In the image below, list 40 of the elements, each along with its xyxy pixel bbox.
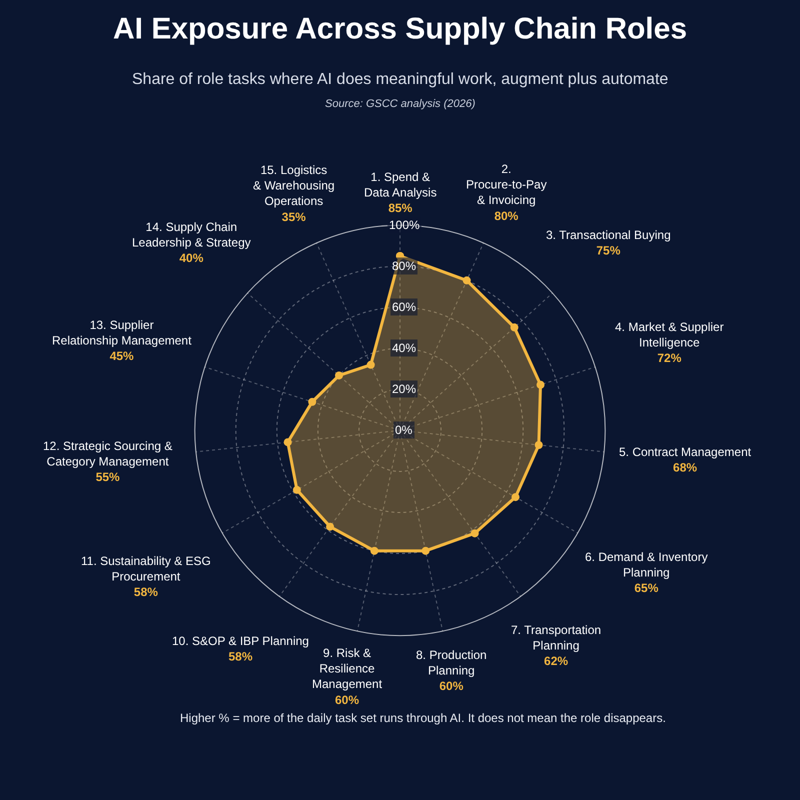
spoke-label: 7. Transportation Planning bbox=[511, 623, 602, 653]
spoke-label: 15. Logistics & Warehousing Operations bbox=[253, 163, 335, 208]
text: 60% bbox=[439, 679, 464, 694]
spoke-label: 14. Supply Chain Leadership & Strategy bbox=[132, 220, 251, 250]
text: 80% bbox=[494, 208, 518, 223]
text: 62% bbox=[544, 654, 568, 668]
text: 72% bbox=[657, 351, 682, 366]
chart-subtitle: Share of role tasks where AI does meaningful work, augment plus automate bbox=[132, 71, 668, 88]
y-tick-label: 20% bbox=[392, 382, 416, 396]
spoke-label: 3. Transactional Buying bbox=[546, 228, 671, 242]
text: 65% bbox=[634, 581, 658, 596]
text: 45% bbox=[110, 349, 134, 364]
text: Higher % = more of the daily task set runs through AI. It does not mean the role disappears. bbox=[180, 711, 666, 725]
spoke-label: 13. Supplier Relationship Management bbox=[52, 318, 192, 348]
spoke-label: 11. Sustainability & ESG Procurement bbox=[81, 554, 211, 584]
spoke-label: 10. S&OP & IBP Planning bbox=[172, 634, 309, 648]
text: 75% bbox=[596, 244, 620, 258]
y-tick-label: 100% bbox=[389, 218, 420, 232]
chart-title: AI Exposure Across Supply Chain Roles bbox=[112, 12, 688, 46]
spoke-label: 6. Demand & Inventory Planning bbox=[585, 550, 708, 580]
text: 58% bbox=[228, 650, 253, 664]
y-tick-label: 60% bbox=[392, 300, 416, 314]
text: 40% bbox=[179, 251, 204, 266]
y-tick-label: 0% bbox=[395, 423, 413, 437]
spoke-label: 12. Strategic Sourcing & Category Management bbox=[43, 439, 172, 469]
spoke-label: 5. Contract Management bbox=[619, 445, 752, 459]
text: 35% bbox=[282, 210, 306, 224]
spoke-label: 8. Production Planning bbox=[416, 648, 487, 678]
text: 55% bbox=[96, 470, 120, 484]
source-note: Source: GSCC analysis (2026) bbox=[325, 98, 476, 110]
y-tick-label: 80% bbox=[392, 259, 416, 273]
text: 68% bbox=[673, 460, 698, 475]
y-tick-label: 40% bbox=[392, 341, 416, 355]
spoke-label: 9. Risk & Resilience Management bbox=[312, 646, 383, 692]
spoke-label: 2. Procure-to-Pay & Invoicing bbox=[466, 162, 547, 208]
spoke-label: 1. Spend & Data Analysis bbox=[364, 170, 437, 200]
spoke-label: 4. Market & Supplier Intelligence bbox=[615, 320, 724, 350]
text: 85% bbox=[388, 201, 412, 216]
text: 60% bbox=[335, 692, 360, 707]
text: 58% bbox=[134, 585, 158, 600]
